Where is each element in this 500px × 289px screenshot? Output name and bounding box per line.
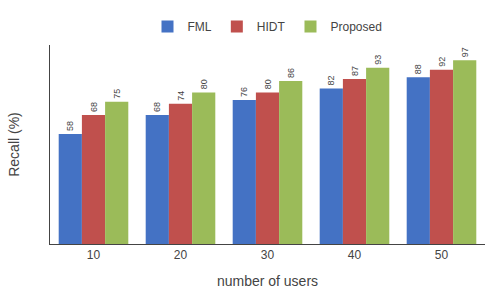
- svg-text:87: 87: [350, 66, 360, 76]
- svg-text:50: 50: [435, 248, 449, 262]
- svg-text:58: 58: [65, 121, 75, 131]
- svg-text:number of users: number of users: [217, 273, 318, 289]
- svg-text:82: 82: [326, 76, 336, 86]
- svg-text:10: 10: [87, 248, 101, 262]
- svg-text:92: 92: [437, 57, 447, 67]
- svg-text:Proposed: Proposed: [330, 20, 381, 34]
- svg-text:97: 97: [460, 47, 470, 57]
- svg-text:HIDT: HIDT: [257, 20, 286, 34]
- svg-text:FML: FML: [188, 20, 212, 34]
- svg-text:20: 20: [174, 248, 188, 262]
- svg-text:30: 30: [261, 248, 275, 262]
- svg-text:93: 93: [373, 55, 383, 65]
- svg-text:80: 80: [263, 79, 273, 89]
- svg-text:76: 76: [239, 87, 249, 97]
- svg-text:68: 68: [89, 102, 99, 112]
- svg-text:86: 86: [286, 68, 296, 78]
- svg-text:75: 75: [112, 89, 122, 99]
- svg-text:68: 68: [152, 102, 162, 112]
- svg-text:Recall (%): Recall (%): [6, 112, 22, 177]
- svg-text:80: 80: [199, 79, 209, 89]
- svg-text:88: 88: [413, 64, 423, 74]
- svg-text:40: 40: [348, 248, 362, 262]
- svg-text:74: 74: [176, 91, 186, 101]
